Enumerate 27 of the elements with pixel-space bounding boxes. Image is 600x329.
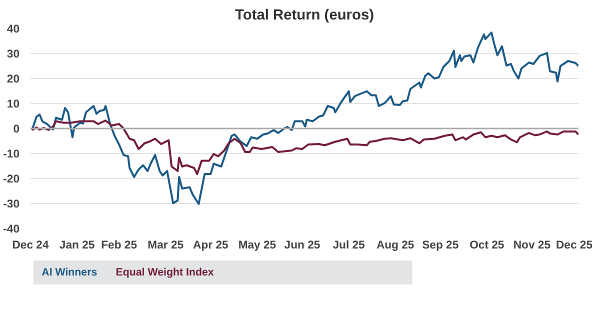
y-tick-label: 30	[6, 48, 20, 60]
chart-title: Total Return (euros)	[235, 8, 374, 24]
x-tick-label: Jan 25	[59, 240, 95, 252]
y-tick-label: -30	[3, 198, 20, 210]
y-tick-label: -20	[3, 174, 20, 186]
line-series	[31, 120, 578, 175]
x-tick-label: Nov 25	[513, 240, 551, 252]
x-tick-label: May 25	[238, 240, 276, 252]
y-tick-label: 10	[6, 98, 20, 110]
x-tick-label: Jun 25	[284, 240, 320, 252]
y-tick-label: 0	[13, 124, 20, 136]
x-tick-label: Aug 25	[376, 240, 414, 252]
text: Equal Weight Index	[116, 266, 214, 278]
text: AI Winners	[42, 266, 98, 278]
x-tick-label: Oct 25	[470, 240, 504, 252]
y-tick-label: -10	[3, 148, 20, 160]
y-tick-label: 40	[6, 24, 20, 36]
x-tick-label: Sep 25	[422, 240, 459, 252]
x-tick-label: Dec 25	[556, 240, 592, 252]
x-tick-label: Feb 25	[101, 240, 138, 252]
x-tick-label: Mar 25	[148, 240, 184, 252]
y-tick-label: -40	[3, 224, 20, 236]
x-tick-label: Apr 25	[193, 240, 228, 252]
x-tick-label: Dec 24	[12, 240, 50, 252]
line-series	[31, 32, 578, 205]
x-tick-label: Jul 25	[332, 240, 365, 252]
y-tick-label: 20	[6, 74, 20, 86]
